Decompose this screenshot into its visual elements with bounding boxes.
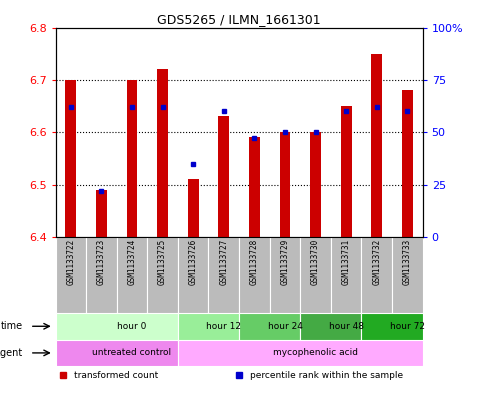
Text: GSM1133733: GSM1133733: [403, 239, 412, 285]
Bar: [371, 54, 382, 237]
Text: hour 24: hour 24: [268, 322, 302, 331]
Bar: [157, 70, 168, 237]
Bar: [147, 237, 178, 313]
Text: GSM1133726: GSM1133726: [189, 239, 198, 285]
Text: time: time: [0, 321, 23, 331]
Bar: [300, 313, 361, 340]
Text: agent: agent: [0, 348, 23, 358]
Bar: [280, 132, 290, 237]
Bar: [249, 138, 260, 237]
Bar: [178, 313, 239, 340]
Text: GSM1133730: GSM1133730: [311, 239, 320, 285]
Text: GSM1133727: GSM1133727: [219, 239, 228, 285]
Bar: [341, 106, 352, 237]
Bar: [218, 116, 229, 237]
Text: GSM1133722: GSM1133722: [66, 239, 75, 285]
Text: GSM1133729: GSM1133729: [281, 239, 289, 285]
Text: mycophenolic acid: mycophenolic acid: [273, 349, 358, 357]
Bar: [117, 237, 147, 313]
Bar: [127, 80, 137, 237]
Text: hour 0: hour 0: [117, 322, 147, 331]
Bar: [209, 237, 239, 313]
Bar: [178, 237, 209, 313]
Bar: [300, 237, 331, 313]
Text: transformed count: transformed count: [74, 371, 158, 380]
Bar: [56, 237, 86, 313]
Title: GDS5265 / ILMN_1661301: GDS5265 / ILMN_1661301: [157, 13, 321, 26]
Text: hour 72: hour 72: [390, 322, 425, 331]
Bar: [310, 132, 321, 237]
Text: percentile rank within the sample: percentile rank within the sample: [250, 371, 403, 380]
Bar: [178, 340, 423, 366]
Bar: [331, 237, 361, 313]
Text: hour 12: hour 12: [206, 322, 242, 331]
Bar: [86, 237, 117, 313]
Bar: [361, 237, 392, 313]
Bar: [188, 179, 199, 237]
Text: GSM1133732: GSM1133732: [372, 239, 381, 285]
Bar: [96, 190, 107, 237]
Bar: [56, 313, 178, 340]
Text: GSM1133725: GSM1133725: [158, 239, 167, 285]
Bar: [270, 237, 300, 313]
Text: GSM1133731: GSM1133731: [341, 239, 351, 285]
Bar: [402, 90, 412, 237]
Bar: [56, 340, 178, 366]
Text: untreated control: untreated control: [92, 349, 171, 357]
Text: hour 48: hour 48: [328, 322, 364, 331]
Bar: [239, 313, 300, 340]
Text: GSM1133723: GSM1133723: [97, 239, 106, 285]
Bar: [392, 237, 423, 313]
Bar: [66, 80, 76, 237]
Text: GSM1133724: GSM1133724: [128, 239, 137, 285]
Bar: [361, 313, 423, 340]
Text: GSM1133728: GSM1133728: [250, 239, 259, 285]
Bar: [239, 237, 270, 313]
